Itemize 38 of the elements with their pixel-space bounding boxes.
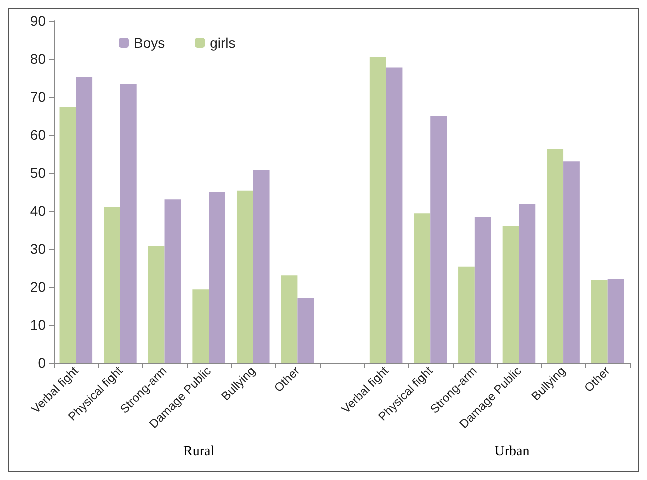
y-tick-label: 30 xyxy=(30,241,46,257)
bar xyxy=(474,217,492,363)
bar xyxy=(209,192,226,363)
y-tick-label: 90 xyxy=(30,13,46,29)
y-tick-label: 0 xyxy=(38,355,46,371)
y-tick-label: 20 xyxy=(30,279,46,295)
y-tick-label: 70 xyxy=(30,89,46,105)
y-tick-label: 60 xyxy=(30,127,46,143)
bar xyxy=(60,107,76,363)
bar xyxy=(414,214,431,363)
y-tick-label: 80 xyxy=(30,51,46,67)
legend-label: Boys xyxy=(134,35,166,51)
bar xyxy=(370,57,386,363)
bar xyxy=(192,290,210,363)
legend-label: girls xyxy=(210,35,236,51)
y-tick-label: 50 xyxy=(30,165,46,181)
bar xyxy=(502,226,520,363)
bar xyxy=(591,280,608,363)
bar xyxy=(564,162,580,363)
bar xyxy=(164,200,182,363)
bar xyxy=(236,190,254,363)
bar xyxy=(76,77,93,363)
bar xyxy=(519,204,536,363)
bar xyxy=(148,246,165,363)
y-tick-label: 10 xyxy=(30,317,46,333)
text: Urban xyxy=(494,444,530,460)
text: Rural xyxy=(184,444,215,460)
bar xyxy=(547,149,564,363)
bar xyxy=(608,279,624,363)
bar xyxy=(281,276,298,363)
bar xyxy=(253,170,270,363)
bar xyxy=(430,116,448,363)
bar xyxy=(458,266,475,363)
bar xyxy=(298,298,314,363)
y-tick-label: 40 xyxy=(30,203,46,219)
bar xyxy=(386,68,403,363)
bar xyxy=(120,84,137,363)
bar xyxy=(104,207,120,363)
